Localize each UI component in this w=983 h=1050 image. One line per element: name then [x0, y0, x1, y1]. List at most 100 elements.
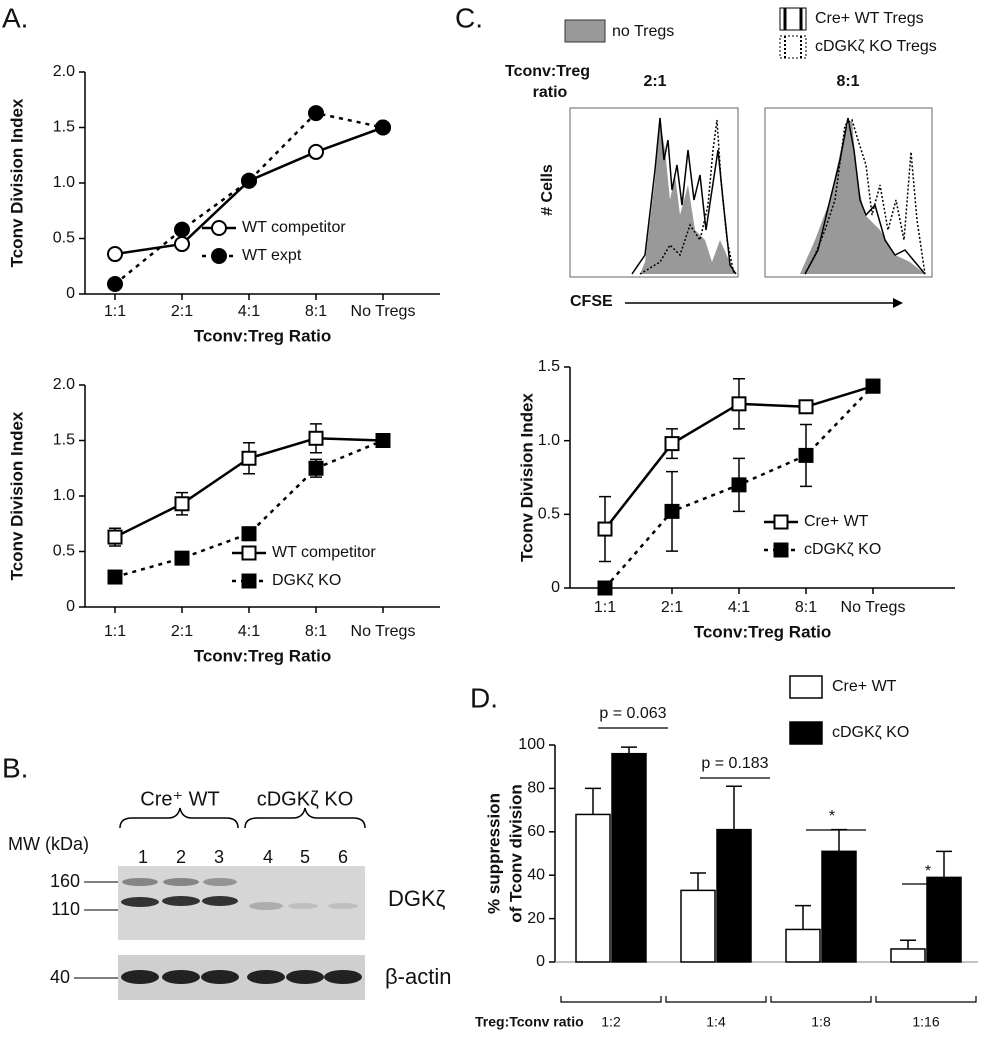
category-bracket	[665, 996, 767, 1003]
annotation: *	[829, 808, 835, 825]
x-tick-label: No Tregs	[841, 599, 906, 616]
mw-marker: 110	[51, 899, 80, 919]
error-bar	[831, 828, 847, 852]
bar	[680, 889, 716, 963]
legend-swatch	[789, 721, 823, 745]
marker	[597, 580, 613, 596]
y-tick-label: 0	[551, 579, 560, 596]
marker	[241, 172, 257, 189]
panel-label: C.	[455, 2, 483, 33]
y-tick-label: 1.0	[53, 487, 75, 504]
x-axis-title: Treg:Tconv ratio	[475, 1014, 584, 1030]
marker	[107, 529, 123, 545]
legend-marker	[211, 248, 227, 264]
marker	[174, 496, 190, 512]
x-tick-label: 8:1	[305, 623, 327, 640]
legend-label: DGKζ KO	[272, 572, 341, 589]
y-tick-label: 1.5	[53, 432, 75, 449]
marker	[664, 436, 680, 452]
legend-label: Cre+ WT	[832, 678, 897, 695]
x-tick-label: 2:1	[661, 599, 683, 616]
y-tick-label: 0.5	[538, 506, 560, 523]
ratio-label: 8:1	[836, 73, 859, 90]
marker	[375, 119, 391, 136]
y-tick-label: 0	[66, 598, 75, 615]
panel-label: A.	[2, 2, 28, 33]
marker	[308, 105, 324, 122]
ratio-label: Tconv:Treg	[505, 63, 590, 80]
y-tick-label: 0	[66, 285, 75, 302]
marker	[798, 399, 814, 415]
histogram	[800, 120, 925, 274]
histogram	[804, 118, 926, 275]
histogram-frame	[764, 107, 933, 278]
y-axis-title: Tconv Division Index	[7, 98, 26, 267]
protein-label: DGKζ	[388, 886, 446, 911]
mw-marker: 160	[50, 871, 80, 891]
group-label: cDGKζ KO	[257, 788, 354, 810]
marker	[865, 378, 881, 394]
group-label: Cre⁺ WT	[140, 788, 219, 810]
legend-marker	[241, 573, 257, 589]
lane-label: 2	[176, 847, 186, 867]
category-bracket	[560, 996, 662, 1003]
marker	[308, 430, 324, 446]
ratio-label: 2:1	[643, 73, 666, 90]
panel-label: D.	[470, 682, 498, 713]
marker	[241, 526, 257, 542]
x-tick-label: No Tregs	[351, 623, 416, 640]
annotation: p = 0.063	[599, 705, 666, 722]
histogram	[631, 117, 737, 275]
y-axis-title: Tconv Division Index	[7, 411, 26, 580]
annotation: *	[925, 863, 931, 880]
error-bar	[726, 785, 742, 830]
series-line	[114, 111, 384, 285]
x-tick-label: No Tregs	[351, 303, 416, 320]
legend-label: Cre+ WT Tregs	[815, 10, 924, 27]
marker	[174, 236, 190, 253]
y-tick-label: 80	[527, 780, 545, 797]
lane-label: 3	[214, 847, 224, 867]
x-axis-title: Tconv:Treg Ratio	[194, 646, 332, 665]
category-bracket	[770, 996, 872, 1003]
marker	[308, 460, 324, 476]
x-tick-label: 1:1	[104, 303, 126, 320]
x-tick-label: 1:8	[811, 1014, 831, 1030]
legend-swatch	[564, 19, 606, 43]
histogram-frame	[569, 107, 739, 278]
protein-label: β-actin	[385, 964, 451, 989]
y-tick-label: 40	[527, 866, 545, 883]
y-tick-label: 1.5	[53, 119, 75, 136]
x-tick-label: 4:1	[728, 599, 750, 616]
y-tick-label: 1.0	[538, 432, 560, 449]
y-tick-label: 2.0	[53, 376, 75, 393]
histogram	[639, 119, 735, 275]
blot	[118, 866, 365, 940]
y-tick-label: 1.5	[538, 358, 560, 375]
marker	[174, 221, 190, 238]
legend-label: WT expt	[242, 247, 302, 264]
histogram	[804, 117, 926, 275]
x-tick-label: 2:1	[171, 623, 193, 640]
marker	[107, 569, 123, 585]
x-tick-label: 8:1	[795, 599, 817, 616]
series-line	[114, 439, 384, 579]
error-bar	[585, 787, 601, 815]
error-bar	[621, 746, 637, 754]
axis-title: # Cells	[539, 164, 556, 216]
mw-label: MW (kDa)	[8, 834, 89, 854]
legend-marker	[773, 514, 789, 530]
bar	[716, 828, 752, 963]
error-bar	[900, 939, 916, 949]
mw-marker: 40	[50, 967, 70, 987]
x-tick-label: 2:1	[171, 303, 193, 320]
y-tick-label: 1.0	[53, 174, 75, 191]
legend-marker	[773, 542, 789, 558]
marker	[174, 550, 190, 566]
y-tick-label: 2.0	[53, 63, 75, 80]
ratio-label: ratio	[533, 84, 568, 101]
legend-label: WT competitor	[242, 219, 346, 236]
marker	[731, 477, 747, 493]
